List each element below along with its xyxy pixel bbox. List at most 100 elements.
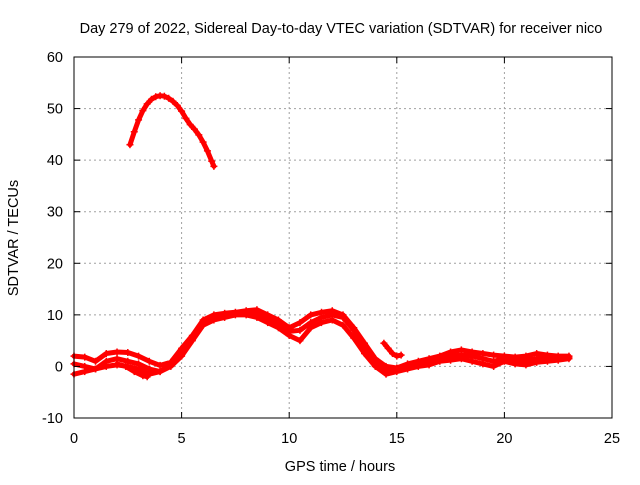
data-point bbox=[195, 131, 203, 139]
data-point bbox=[543, 353, 551, 361]
data-point bbox=[145, 365, 153, 373]
data-point bbox=[382, 367, 390, 375]
x-tick-label: 25 bbox=[604, 431, 620, 447]
data-point bbox=[388, 350, 396, 358]
data-point bbox=[167, 360, 175, 368]
data-point bbox=[143, 373, 151, 381]
data-point bbox=[425, 357, 433, 365]
data-point bbox=[135, 116, 143, 124]
data-point bbox=[156, 368, 164, 376]
x-tick-label: 10 bbox=[281, 431, 297, 447]
data-point bbox=[139, 372, 147, 380]
data-point bbox=[135, 360, 143, 368]
data-point bbox=[178, 347, 186, 355]
data-point bbox=[296, 319, 304, 327]
data-point bbox=[124, 357, 132, 365]
y-tick-label: -10 bbox=[42, 411, 63, 427]
data-point bbox=[102, 357, 110, 365]
data-point bbox=[92, 365, 100, 373]
data-point bbox=[274, 321, 282, 329]
plot-border bbox=[73, 56, 613, 419]
data-point bbox=[188, 334, 196, 342]
data-point bbox=[339, 313, 347, 321]
data-point bbox=[203, 147, 211, 155]
data-point bbox=[156, 361, 164, 369]
plot-frame bbox=[73, 56, 613, 419]
data-point bbox=[173, 101, 181, 109]
y-tick-label: 10 bbox=[47, 308, 63, 324]
data-point bbox=[145, 357, 153, 365]
y-tick-label: 30 bbox=[47, 205, 63, 221]
data-point bbox=[160, 92, 168, 100]
data-point bbox=[285, 327, 293, 335]
data-point bbox=[124, 349, 132, 357]
data-point bbox=[457, 351, 465, 359]
data-point bbox=[169, 97, 177, 105]
data-point bbox=[479, 355, 487, 363]
data-point bbox=[102, 350, 110, 358]
data-point bbox=[122, 362, 130, 370]
data-point bbox=[384, 344, 392, 352]
data-point bbox=[182, 114, 190, 122]
data-point bbox=[565, 353, 573, 361]
data-point bbox=[130, 128, 138, 136]
x-tick-label: 15 bbox=[389, 431, 405, 447]
data-point bbox=[500, 355, 508, 363]
x-axis-label: GPS time / hours bbox=[285, 459, 395, 475]
data-point bbox=[490, 357, 498, 365]
data-point bbox=[231, 310, 239, 318]
data-point bbox=[380, 339, 388, 347]
y-axis-label: SDTVAR / TECUs bbox=[6, 180, 22, 296]
data-point bbox=[307, 311, 315, 319]
data-point bbox=[113, 348, 121, 356]
data-point bbox=[414, 360, 422, 368]
data-point bbox=[404, 362, 412, 370]
data-point bbox=[436, 355, 444, 363]
data-point bbox=[554, 354, 562, 362]
data-point bbox=[296, 337, 304, 345]
data-point bbox=[130, 368, 138, 376]
data-point bbox=[165, 94, 173, 102]
y-tick-label: 50 bbox=[47, 102, 63, 118]
tick-labels: 0 5 10 15 20 25 -10 0 10 20 30 40 50 60 bbox=[42, 50, 620, 447]
chart-title: Day 279 of 2022, Sidereal Day-to-day VTE… bbox=[80, 21, 603, 37]
data-point bbox=[152, 93, 160, 101]
data-point bbox=[361, 344, 369, 352]
data-point bbox=[221, 312, 229, 320]
y-tick-label: 20 bbox=[47, 256, 63, 272]
data-point bbox=[126, 141, 134, 149]
x-tick-label: 20 bbox=[496, 431, 512, 447]
data-point bbox=[81, 353, 89, 361]
data-point bbox=[199, 138, 207, 146]
data-point bbox=[339, 321, 347, 329]
data-point bbox=[393, 352, 401, 360]
y-tick-label: 60 bbox=[47, 50, 63, 66]
data-point bbox=[210, 162, 218, 170]
data-point bbox=[371, 360, 379, 368]
data-point bbox=[210, 313, 218, 321]
data-point bbox=[511, 357, 519, 365]
data-point bbox=[191, 125, 199, 133]
data-point bbox=[199, 319, 207, 327]
data-point bbox=[490, 351, 498, 359]
data-point bbox=[186, 121, 194, 129]
data-point bbox=[113, 360, 121, 368]
y-tick-label: 0 bbox=[55, 359, 63, 375]
data-point bbox=[242, 308, 250, 316]
data-point bbox=[253, 310, 261, 318]
data-point bbox=[328, 311, 336, 319]
data-point bbox=[393, 365, 401, 373]
data-point bbox=[350, 326, 358, 334]
data-point bbox=[447, 352, 455, 360]
data-point bbox=[147, 95, 155, 103]
data-point bbox=[143, 100, 151, 108]
x-tick-label: 0 bbox=[70, 431, 78, 447]
data-point bbox=[307, 319, 315, 327]
data-point bbox=[92, 357, 100, 365]
data-point bbox=[522, 356, 530, 364]
data-point bbox=[178, 107, 186, 115]
data-point bbox=[296, 326, 304, 334]
